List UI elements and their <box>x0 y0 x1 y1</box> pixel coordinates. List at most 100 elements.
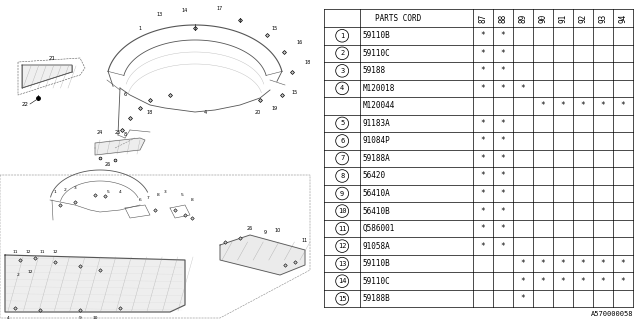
Text: *: * <box>480 119 485 128</box>
Text: 3: 3 <box>340 68 344 74</box>
Text: *: * <box>580 259 585 268</box>
Text: 94: 94 <box>618 14 627 23</box>
Text: 10: 10 <box>92 316 98 320</box>
Text: 3: 3 <box>164 190 166 194</box>
Text: 18: 18 <box>305 60 311 65</box>
Text: 8: 8 <box>340 173 344 179</box>
Text: 87: 87 <box>478 14 487 23</box>
Text: 8: 8 <box>191 198 193 202</box>
Text: 91: 91 <box>558 14 567 23</box>
Text: 88: 88 <box>498 14 507 23</box>
Text: 90: 90 <box>538 14 547 23</box>
Text: 26: 26 <box>247 226 253 230</box>
Text: *: * <box>480 206 485 216</box>
Text: *: * <box>480 84 485 93</box>
Text: 9: 9 <box>264 229 266 235</box>
Text: *: * <box>480 189 485 198</box>
Text: 91183A: 91183A <box>362 119 390 128</box>
Text: *: * <box>500 189 505 198</box>
Text: 11: 11 <box>39 250 45 254</box>
Text: 15: 15 <box>338 296 346 302</box>
Text: 4: 4 <box>6 316 10 320</box>
Text: *: * <box>540 101 545 110</box>
Text: *: * <box>500 154 505 163</box>
Text: PARTS CORD: PARTS CORD <box>376 14 422 23</box>
Text: *: * <box>500 242 505 251</box>
Text: 5: 5 <box>180 193 184 197</box>
Text: 17: 17 <box>217 5 223 11</box>
Text: 9: 9 <box>79 316 81 320</box>
Text: *: * <box>500 66 505 75</box>
Text: 93: 93 <box>598 14 607 23</box>
Text: 15: 15 <box>272 26 278 30</box>
Text: *: * <box>500 119 505 128</box>
Text: 8: 8 <box>157 193 159 197</box>
Text: 13: 13 <box>338 260 346 267</box>
Text: 91084P: 91084P <box>362 136 390 145</box>
Text: 11: 11 <box>12 250 18 254</box>
Text: 59110C: 59110C <box>362 49 390 58</box>
Text: 12: 12 <box>52 250 58 254</box>
Text: M120018: M120018 <box>362 84 395 93</box>
Text: *: * <box>480 136 485 145</box>
Text: 91058A: 91058A <box>362 242 390 251</box>
Text: *: * <box>480 242 485 251</box>
Text: A570000058: A570000058 <box>591 310 633 316</box>
Text: 4: 4 <box>118 190 122 194</box>
Text: *: * <box>600 277 605 286</box>
Text: 21: 21 <box>49 55 56 60</box>
Text: 13: 13 <box>157 12 163 18</box>
Text: 4: 4 <box>204 109 207 115</box>
Text: 56420: 56420 <box>362 172 385 180</box>
Text: 19: 19 <box>272 106 278 110</box>
Text: 14: 14 <box>182 7 188 12</box>
Text: 12: 12 <box>28 270 33 274</box>
Text: 15: 15 <box>292 90 298 94</box>
Text: 6: 6 <box>124 92 127 98</box>
Text: 20: 20 <box>255 109 261 115</box>
Text: 3: 3 <box>74 186 76 190</box>
Text: 5: 5 <box>340 120 344 126</box>
Text: *: * <box>600 101 605 110</box>
Text: *: * <box>520 294 525 303</box>
Text: *: * <box>520 84 525 93</box>
Text: 59110C: 59110C <box>362 277 390 286</box>
Text: 7: 7 <box>340 156 344 162</box>
Text: 14: 14 <box>338 278 346 284</box>
Text: *: * <box>480 66 485 75</box>
Text: *: * <box>580 101 585 110</box>
Text: 6: 6 <box>139 198 141 202</box>
Text: 2: 2 <box>340 50 344 56</box>
Text: *: * <box>480 224 485 233</box>
Text: *: * <box>500 224 505 233</box>
Text: *: * <box>480 172 485 180</box>
Text: *: * <box>500 136 505 145</box>
Text: *: * <box>480 154 485 163</box>
Text: 22: 22 <box>22 102 29 108</box>
Text: 12: 12 <box>338 243 346 249</box>
Text: *: * <box>621 277 625 286</box>
Text: *: * <box>480 49 485 58</box>
Text: 18: 18 <box>147 109 153 115</box>
Text: *: * <box>540 259 545 268</box>
Text: M120044: M120044 <box>362 101 395 110</box>
Text: *: * <box>580 277 585 286</box>
Text: 10: 10 <box>338 208 346 214</box>
Text: 5: 5 <box>107 190 109 194</box>
Text: 1: 1 <box>138 26 141 30</box>
Text: *: * <box>561 259 565 268</box>
Text: 1: 1 <box>340 33 344 39</box>
Polygon shape <box>220 235 305 275</box>
Text: *: * <box>500 84 505 93</box>
Text: *: * <box>500 172 505 180</box>
Text: 4: 4 <box>340 85 344 91</box>
Text: *: * <box>500 31 505 40</box>
Text: 56410B: 56410B <box>362 206 390 216</box>
Text: *: * <box>621 101 625 110</box>
Text: *: * <box>500 206 505 216</box>
Text: 92: 92 <box>579 14 588 23</box>
Text: 89: 89 <box>518 14 527 23</box>
Text: 9: 9 <box>340 190 344 196</box>
Text: 56410A: 56410A <box>362 189 390 198</box>
Text: 16: 16 <box>297 39 303 44</box>
